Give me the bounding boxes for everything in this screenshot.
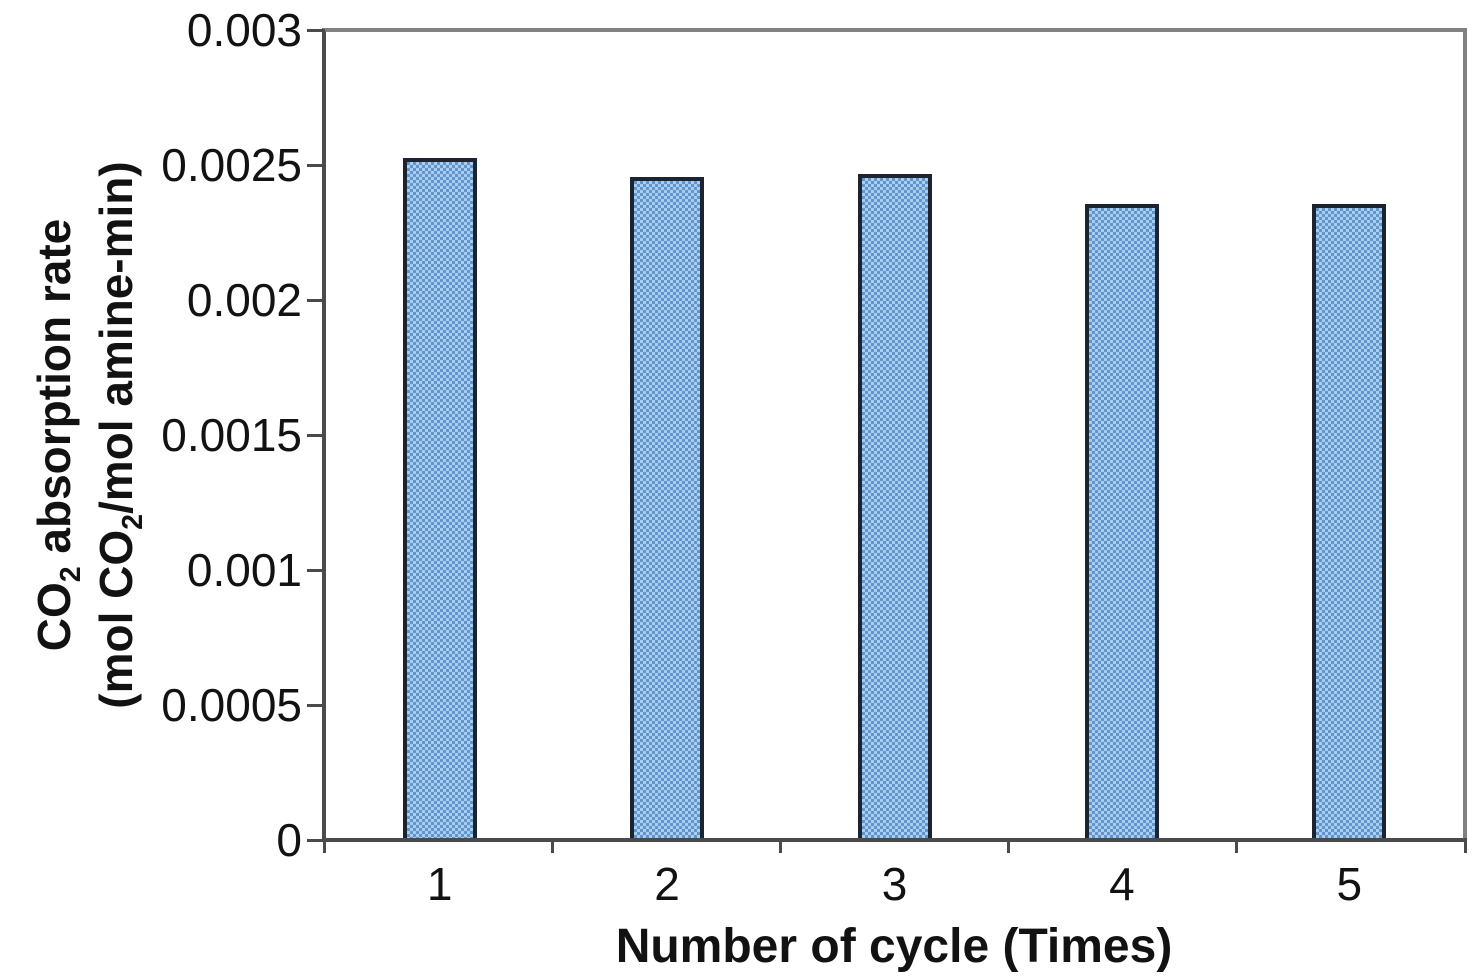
y-tick-label: 0.0015 (161, 409, 302, 461)
y-tick-label: 0.0005 (161, 679, 302, 731)
y-tick-mark (307, 838, 325, 842)
y-tick-mark (307, 703, 325, 707)
bar-cycle-4 (1084, 204, 1159, 838)
x-category-label-1: 1 (426, 858, 453, 910)
x-category-label-4: 4 (1109, 858, 1135, 910)
y-tick-mark (307, 163, 325, 167)
y-tick-label: 0 (276, 814, 302, 866)
y-tick-label: 0.0025 (161, 139, 302, 191)
bar-cycle-1 (402, 158, 477, 838)
plot-area (322, 28, 1467, 842)
y-tick-mark (307, 28, 325, 32)
y-tick-label: 0.003 (186, 4, 302, 56)
y-tick-label: 0.002 (186, 274, 302, 326)
x-tick-mark (1235, 838, 1239, 853)
y-tick-label: 0.001 (186, 544, 302, 596)
x-tick-mark (778, 838, 782, 853)
x-tick-mark (322, 838, 326, 853)
y-axis-title-line-1: CO2 absorption rate (28, 218, 88, 652)
x-tick-mark (1463, 838, 1467, 853)
bar-cycle-5 (1312, 204, 1387, 838)
y-tick-mark (307, 433, 325, 437)
y-tick-mark (307, 298, 325, 302)
x-axis-title: Number of cycle (Times) (615, 920, 1173, 973)
bar-cycle-3 (857, 174, 932, 838)
x-category-label-5: 5 (1336, 858, 1363, 910)
x-tick-mark (1007, 838, 1011, 853)
x-category-label-2: 2 (654, 858, 680, 910)
x-tick-mark (550, 838, 554, 853)
bar-cycle-2 (630, 177, 705, 838)
y-tick-mark (307, 568, 325, 572)
x-category-label-3: 3 (881, 858, 908, 910)
